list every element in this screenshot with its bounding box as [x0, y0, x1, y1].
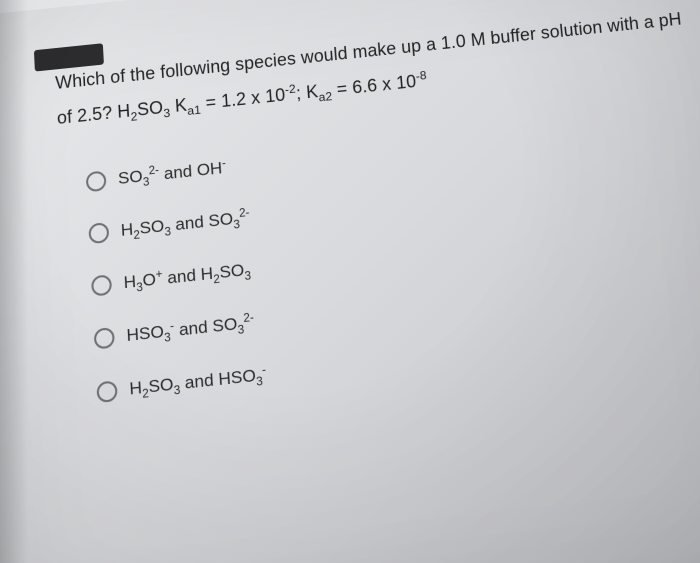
option-label: H2SO3 and HSO3- [129, 365, 267, 400]
radio-icon [94, 327, 115, 350]
question-sheet: Which of the following species would mak… [0, 0, 700, 563]
left-shadow [0, 0, 28, 563]
option-label: HSO3- and SO32- [126, 312, 255, 346]
options-group: SO32- and OH- H2SO3 and SO32- H3O+ and H… [60, 108, 700, 406]
radio-icon [86, 170, 107, 192]
question-text: Which of the following species would mak… [54, 0, 699, 136]
option-label: H3O+ and H2SO3 [123, 260, 251, 294]
option-label: H2SO3 and SO32- [120, 207, 250, 240]
radio-icon [91, 274, 112, 296]
radio-icon [96, 380, 117, 403]
radio-icon [88, 222, 109, 244]
option-label: SO32- and OH- [118, 158, 227, 189]
